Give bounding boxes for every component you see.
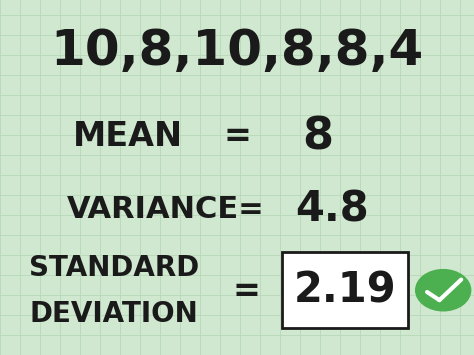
Circle shape — [416, 270, 471, 311]
Text: =: = — [223, 120, 251, 153]
Text: =: = — [233, 275, 260, 307]
Text: MEAN: MEAN — [73, 120, 183, 153]
Text: 2.19: 2.19 — [293, 269, 396, 311]
Text: DEVIATION: DEVIATION — [29, 300, 198, 328]
Text: VARIANCE=: VARIANCE= — [67, 195, 265, 224]
Text: 8: 8 — [302, 115, 333, 158]
Text: STANDARD: STANDARD — [28, 254, 199, 282]
Text: 4.8: 4.8 — [295, 189, 369, 230]
Text: 10,8,10,8,8,4: 10,8,10,8,8,4 — [50, 27, 424, 76]
Bar — [282, 252, 408, 328]
